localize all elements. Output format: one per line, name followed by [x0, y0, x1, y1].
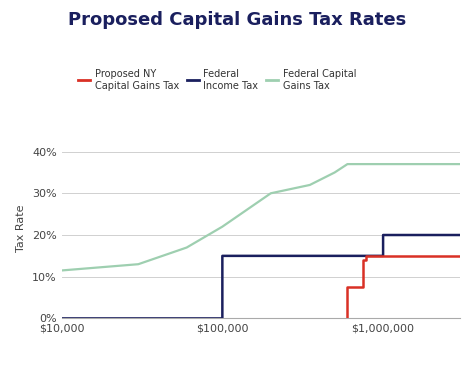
Y-axis label: Tax Rate: Tax Rate — [17, 205, 27, 253]
Text: Proposed Capital Gains Tax Rates: Proposed Capital Gains Tax Rates — [68, 11, 406, 29]
Legend: Proposed NY
Capital Gains Tax, Federal
Income Tax, Federal Capital
Gains Tax: Proposed NY Capital Gains Tax, Federal I… — [74, 65, 360, 94]
